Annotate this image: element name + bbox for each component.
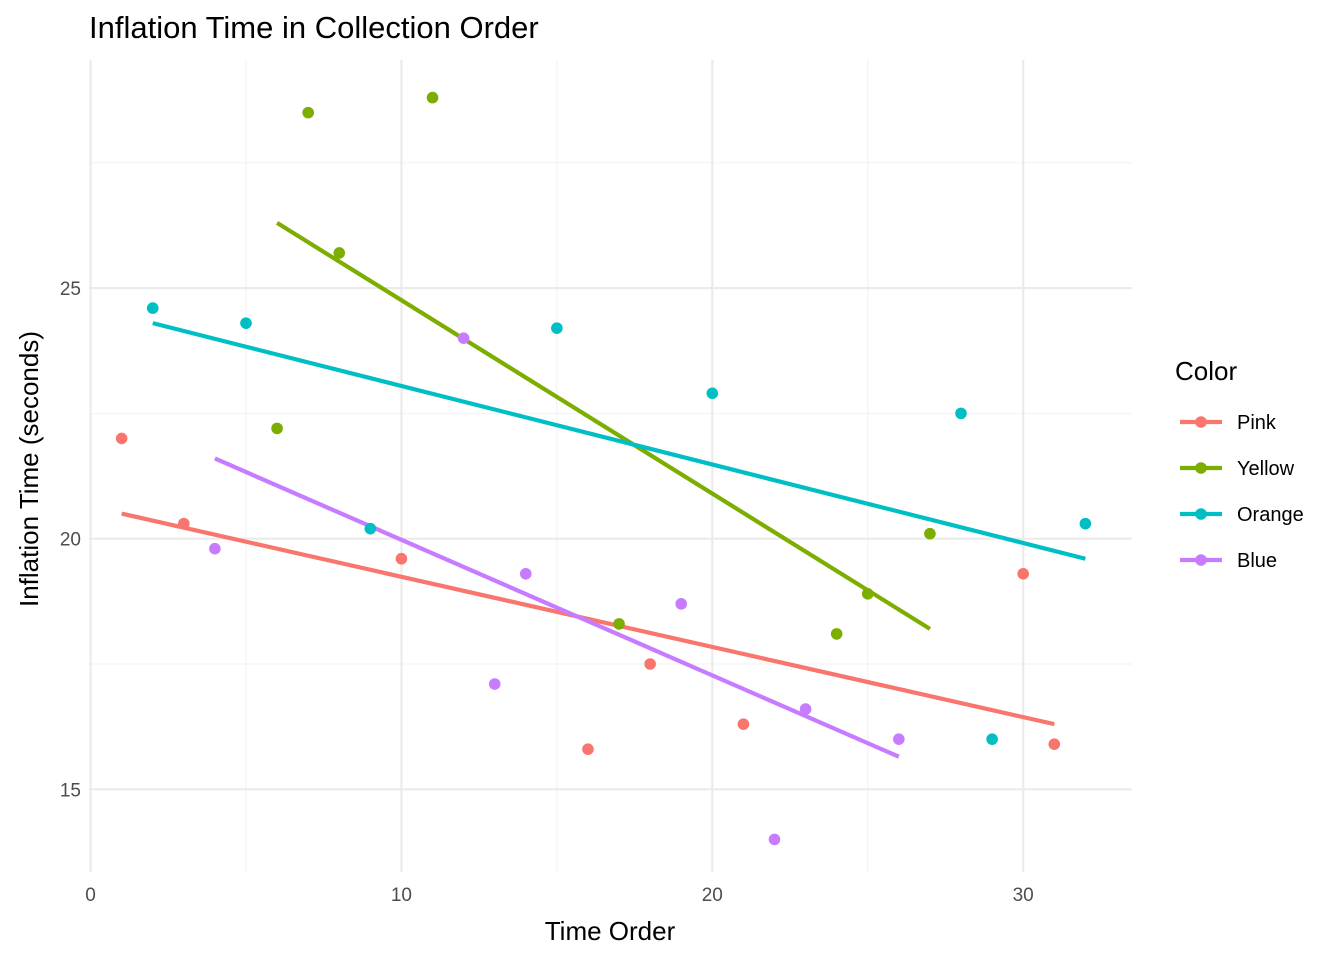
point-yellow bbox=[924, 527, 936, 540]
point-yellow bbox=[333, 247, 346, 259]
point-yellow bbox=[271, 422, 283, 435]
legend-key-point bbox=[1195, 416, 1207, 428]
point-orange bbox=[706, 387, 719, 400]
point-orange bbox=[240, 317, 252, 329]
y-tick-label: 25 bbox=[60, 279, 81, 300]
point-blue bbox=[209, 542, 221, 555]
point-blue bbox=[768, 833, 781, 846]
legend-item-pink: Pink bbox=[1180, 412, 1277, 434]
point-orange bbox=[1079, 517, 1092, 530]
legend-label-orange: Orange bbox=[1237, 504, 1304, 526]
legend-item-yellow: Yellow bbox=[1180, 458, 1295, 480]
point-blue bbox=[457, 332, 470, 344]
point-yellow bbox=[613, 618, 625, 630]
trend-line-yellow bbox=[275, 221, 932, 631]
point-pink bbox=[395, 552, 408, 565]
trend-line-blue bbox=[214, 456, 900, 759]
point-pink bbox=[115, 432, 128, 445]
chart-title: Inflation Time in Collection Order bbox=[89, 10, 539, 45]
data-points bbox=[115, 91, 1092, 846]
trend-lines bbox=[121, 221, 1086, 759]
point-pink bbox=[178, 517, 190, 530]
point-pink bbox=[582, 743, 594, 755]
point-pink bbox=[737, 718, 750, 730]
point-yellow bbox=[302, 106, 314, 119]
x-tick-label: 0 bbox=[85, 885, 96, 906]
legend-label-pink: Pink bbox=[1237, 412, 1277, 434]
legend-key-point bbox=[1195, 554, 1207, 566]
point-blue bbox=[675, 598, 688, 610]
y-axis-ticks: 15 20 25 bbox=[60, 279, 81, 801]
point-blue bbox=[519, 567, 532, 580]
point-pink bbox=[1017, 567, 1029, 580]
point-orange bbox=[146, 302, 159, 314]
point-orange bbox=[364, 522, 377, 535]
point-yellow bbox=[830, 628, 843, 640]
legend-title: Color bbox=[1175, 356, 1237, 386]
x-tick-label: 30 bbox=[1013, 885, 1034, 906]
point-yellow bbox=[861, 588, 874, 600]
legend-key-point bbox=[1195, 508, 1207, 520]
point-blue bbox=[799, 703, 812, 715]
legend-item-orange: Orange bbox=[1180, 504, 1304, 526]
legend-label-blue: Blue bbox=[1237, 550, 1277, 572]
x-tick-label: 20 bbox=[702, 885, 723, 906]
x-tick-label: 10 bbox=[391, 885, 412, 906]
y-axis-title: Inflation Time (seconds) bbox=[14, 331, 44, 607]
legend-label-yellow: Yellow bbox=[1237, 458, 1295, 480]
point-blue bbox=[893, 733, 905, 745]
y-tick-label: 20 bbox=[60, 530, 81, 551]
x-axis-ticks: 0 10 20 30 bbox=[85, 885, 1033, 906]
y-tick-label: 15 bbox=[60, 780, 81, 801]
trend-line-orange bbox=[152, 321, 1086, 561]
legend: Color Pink Yellow Orange Blue bbox=[1175, 356, 1304, 572]
legend-key-point bbox=[1195, 462, 1207, 474]
point-orange bbox=[551, 322, 563, 334]
point-orange bbox=[955, 407, 967, 420]
x-axis-title: Time Order bbox=[545, 916, 676, 946]
point-orange bbox=[986, 733, 998, 745]
point-pink bbox=[644, 658, 656, 670]
point-yellow bbox=[426, 91, 439, 104]
plot-grid bbox=[89, 60, 1132, 872]
point-pink bbox=[1048, 738, 1061, 750]
legend-item-blue: Blue bbox=[1180, 550, 1277, 572]
point-blue bbox=[488, 678, 501, 690]
